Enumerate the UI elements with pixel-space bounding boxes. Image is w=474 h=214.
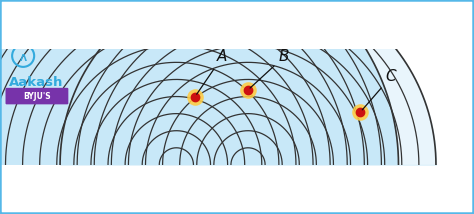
Text: BYJU'S: BYJU'S bbox=[23, 92, 51, 101]
Text: B: B bbox=[250, 49, 290, 88]
Text: C: C bbox=[362, 69, 396, 110]
Text: Λ: Λ bbox=[19, 54, 27, 63]
Text: A: A bbox=[197, 49, 228, 94]
Text: Aakash: Aakash bbox=[9, 76, 63, 89]
FancyBboxPatch shape bbox=[6, 88, 68, 104]
